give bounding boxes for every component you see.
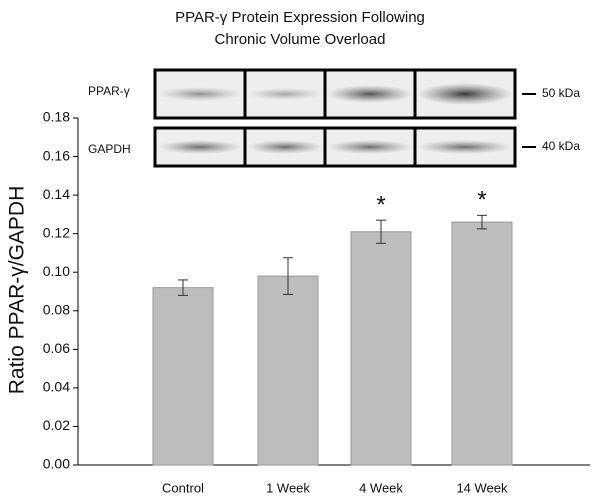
blot-label: GAPDH [88,142,131,156]
kda-marker: 40 kDa [542,139,580,153]
y-tick-label: 0.06 [43,340,70,356]
significance-marker: * [477,187,486,214]
y-tick-label: 0.00 [43,456,70,472]
blot-label: PPAR-γ [88,84,130,98]
error-bar [283,257,293,295]
band [158,87,242,101]
y-tick-label: 0.04 [43,379,70,395]
bar [350,231,412,466]
error-bar [477,214,487,230]
x-tick-label: 1 Week [266,480,310,495]
significance-marker: * [376,192,385,219]
y-tick-label: 0.16 [43,147,70,163]
bar [451,221,513,466]
chart-title: Chronic Volume Overload [215,31,386,48]
error-bar [376,219,386,244]
x-tick-label: 14 Week [456,480,508,495]
y-tick-label: 0.12 [43,224,70,240]
blot: PPAR-γ GAPDH 50 kDa 40 kDa [88,68,580,168]
x-tick-label: 4 Week [359,480,403,495]
chart-title: PPAR-γ Protein Expression Following [175,9,425,26]
error-bar [178,279,188,296]
band [327,140,413,154]
band [158,140,242,154]
band [417,140,513,154]
kda-marker: 50 kDa [542,86,580,100]
y-tick-label: 0.18 [43,109,70,125]
band [327,85,413,103]
band [247,140,323,154]
y-axis-label: Ratio PPAR-γ/GAPDH [6,186,29,395]
y-tick-label: 0.10 [43,263,70,279]
band [417,83,513,105]
band [247,88,323,100]
x-tick-label: Control [162,480,204,495]
y-tick-label: 0.08 [43,301,70,317]
y-tick-label: 0.02 [43,417,70,433]
bar [152,287,214,466]
y-tick-label: 0.14 [43,186,70,202]
bar [257,275,319,466]
